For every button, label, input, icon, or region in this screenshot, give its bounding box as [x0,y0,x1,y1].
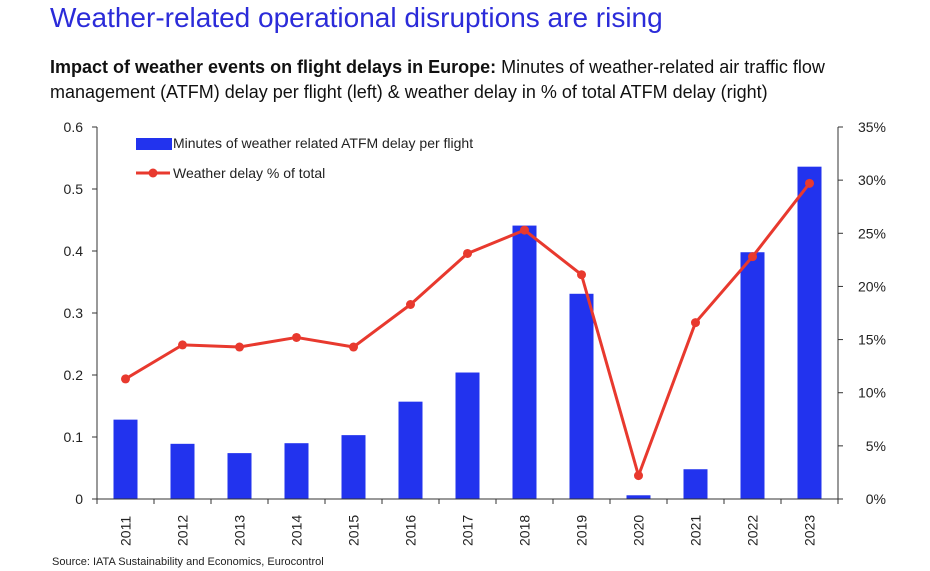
left-tick-label: 0.5 [64,181,84,197]
bar [170,443,195,499]
x-tick-label: 2015 [346,515,362,546]
subtitle-rest: Minutes of weather-related air traffic f… [50,57,825,102]
source-note: Source: IATA Sustainability and Economic… [52,556,324,568]
line-point [292,332,301,342]
line-point [463,248,472,258]
right-tick-label: 35% [858,119,886,135]
left-tick-label: 0.6 [64,119,84,135]
left-tick-label: 0.3 [64,305,84,321]
legend: Minutes of weather related ATFM delay pe… [136,135,473,181]
x-tick-label: 2018 [517,515,533,546]
legend-bar-label: Minutes of weather related ATFM delay pe… [173,135,473,151]
legend-line-label: Weather delay % of total [173,165,325,181]
right-tick-label: 15% [858,332,886,348]
left-tick-label: 0 [75,491,83,507]
bar [398,401,423,499]
bar [341,435,366,499]
right-tick-label: 30% [858,172,886,188]
bar [512,225,537,499]
bar-series [113,166,822,499]
line-point [577,270,586,280]
line-series [121,178,814,481]
chart-subtitle: Impact of weather events on flight delay… [50,55,910,105]
legend-line-marker [148,168,158,178]
left-tick-label: 0.1 [64,429,84,445]
bar [113,419,138,499]
bar [284,443,309,499]
x-tick-label: 2012 [175,515,191,546]
bar [626,495,651,499]
x-tick-label: 2020 [631,515,647,546]
left-tick-label: 0.4 [64,243,84,259]
right-tick-label: 10% [858,385,886,401]
legend-bar-swatch [136,138,172,150]
bar [683,469,708,499]
line-point [349,342,358,352]
x-tick-label: 2019 [574,515,590,546]
line-point [178,340,187,350]
line-point [520,225,529,235]
line-point [121,374,130,384]
line-point [634,471,643,481]
x-tick-label: 2022 [745,515,761,546]
line-point [235,342,244,352]
left-tick-label: 0.2 [64,367,84,383]
right-tick-label: 5% [866,438,886,454]
chart-title: Weather-related operational disruptions … [50,2,663,33]
line-point [805,178,814,188]
x-tick-label: 2017 [460,515,476,546]
right-tick-label: 25% [858,225,886,241]
line-point [691,318,700,328]
right-tick-label: 20% [858,278,886,294]
bar [455,372,480,499]
subtitle-bold: Impact of weather events on flight delay… [50,57,497,77]
x-tick-label: 2021 [688,515,704,546]
right-tick-label: 0% [866,491,886,507]
x-tick-label: 2016 [403,515,419,546]
bar [227,453,252,499]
line-point [748,252,757,262]
x-tick-label: 2023 [802,515,818,546]
x-tick-label: 2014 [289,515,305,546]
bar [740,252,765,499]
x-tick-label: 2011 [118,516,134,546]
x-tick-label: 2013 [232,515,248,546]
bar [569,293,594,499]
bar [797,166,822,499]
line-point [406,299,415,309]
axes: 0 0.1 0.2 0.3 0.4 0.5 0.6 0% 5% 10% 15% 20% 25% 30% 35… [64,119,886,546]
